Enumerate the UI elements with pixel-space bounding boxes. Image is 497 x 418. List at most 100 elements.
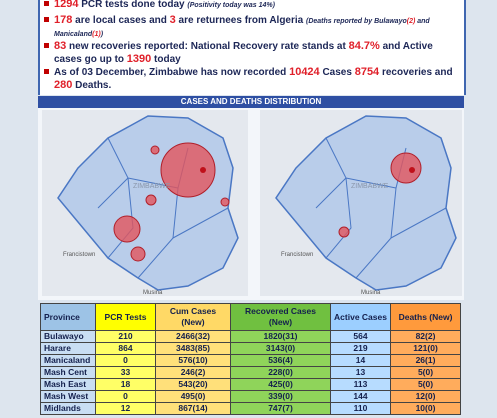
cell: 1820(31) <box>230 330 331 343</box>
cell: 3143(0) <box>230 342 331 355</box>
header-cell: Province <box>40 303 96 331</box>
bullet-text: 10424 <box>289 66 320 78</box>
cell: 867(14) <box>155 402 231 415</box>
bullet-text: are local cases and <box>72 15 170 26</box>
bubble <box>150 145 160 155</box>
cell: 18 <box>95 378 156 391</box>
bullet-text: new recoveries reported: National Recove… <box>66 41 349 52</box>
cell: 0 <box>95 390 156 403</box>
bubble <box>160 142 216 198</box>
bubble <box>390 152 422 184</box>
bullet-text: and Manicaland <box>54 18 430 38</box>
cell: 576(10) <box>155 354 231 367</box>
summary-box: 1294 PCR tests done today (Positivity to… <box>38 0 466 95</box>
cell: 0 <box>95 354 156 367</box>
bullet-text: 1390 <box>126 53 152 65</box>
bullet-text: 3 <box>169 14 176 26</box>
cell: 10(0) <box>390 402 461 415</box>
bullet-text: (1) <box>92 31 101 38</box>
bullet-text: Deaths. <box>72 80 112 91</box>
province-table: Province PCR Tests Cum Cases (New) Recovere… <box>40 303 461 415</box>
cell: 543(20) <box>155 378 231 391</box>
cell: Mash East <box>40 378 96 391</box>
cell: 5(0) <box>390 366 461 379</box>
cell: 33 <box>95 366 156 379</box>
bullet-text: 8754 <box>354 66 380 78</box>
cell: 12 <box>95 402 156 415</box>
cell: 3483(85) <box>155 342 231 355</box>
cell: 536(4) <box>230 354 331 367</box>
header-cell: Recovered Cases (New) <box>230 303 331 331</box>
bullet-text: (Deaths reported by Bulawayo <box>306 18 407 25</box>
maps: ZIMBABWE Francistown Musina ZIMBABWE Fra… <box>38 108 464 300</box>
row: Harare 864 3483(85) 3143(0) 219 121(0) <box>40 342 461 355</box>
cell: 5(0) <box>390 378 461 391</box>
header-cell: Cum Cases (New) <box>155 303 231 331</box>
section-title: CASES AND DEATHS DISTRIBUTION <box>38 96 464 108</box>
map-label: ZIMBABWE <box>133 183 171 190</box>
bubble <box>409 167 415 173</box>
row: Manicaland 0 576(10) 536(4) 14 26(1) <box>40 354 461 367</box>
bubble <box>145 194 157 206</box>
cell: 228(0) <box>230 366 331 379</box>
bullet-text: today <box>151 54 181 65</box>
map-right: ZIMBABWE Francistown Musina <box>260 110 462 296</box>
bullet-text: 280 <box>54 79 73 91</box>
bullet: 83 new recoveries reported: National Rec… <box>44 40 454 66</box>
cell: 339(0) <box>230 390 331 403</box>
map-label: Musina <box>361 290 381 296</box>
bullet: As of 03 December, Zimbabwe has now reco… <box>44 66 454 92</box>
bullet: 1294 PCR tests done today (Positivity to… <box>44 0 454 12</box>
bullet-text: recoveries and <box>379 67 453 78</box>
cell: Mash Cent <box>40 366 96 379</box>
bubble <box>130 246 146 262</box>
bullet-text: Cases <box>319 67 355 78</box>
cell: Bulawayo <box>40 330 96 343</box>
map-left: ZIMBABWE Francistown Musina <box>42 110 248 296</box>
cell: 495(0) <box>155 390 231 403</box>
cell: 219 <box>330 342 391 355</box>
cell: 13 <box>330 366 391 379</box>
cell: 564 <box>330 330 391 343</box>
map-label: Francistown <box>281 252 313 258</box>
cell: 12(0) <box>390 390 461 403</box>
bullet-text: and Active cases go up to <box>54 41 433 65</box>
cell: Manicaland <box>40 354 96 367</box>
map-label: Musina <box>143 290 163 296</box>
cell: 246(2) <box>155 366 231 379</box>
province-borders <box>315 137 447 279</box>
bubble <box>338 226 350 238</box>
row: Midlands 12 867(14) 747(7) 110 10(0) <box>40 402 461 415</box>
bullet-text: (2) <box>406 18 416 25</box>
map-label: Francistown <box>63 252 95 258</box>
bullet-text: (Positivity today was 14%) <box>187 2 275 9</box>
bullet-text: 178 <box>54 14 73 26</box>
cell: Midlands <box>40 402 96 415</box>
bullet-text: 83 <box>54 40 67 52</box>
cell: 864 <box>95 342 156 355</box>
header-row: Province PCR Tests Cum Cases (New) Recovere… <box>40 303 461 331</box>
bubble <box>200 167 206 173</box>
cell: 14 <box>330 354 391 367</box>
cell: 110 <box>330 402 391 415</box>
cell: 747(7) <box>230 402 331 415</box>
bullet-text: PCR tests done today <box>78 0 188 10</box>
map-label: ZIMBABWE <box>351 183 389 190</box>
cell: 210 <box>95 330 156 343</box>
row: Mash East 18 543(20) 425(0) 113 5(0) <box>40 378 461 391</box>
row: Mash West 0 495(0) 339(0) 144 12(0) <box>40 390 461 403</box>
header-cell: PCR Tests <box>95 303 156 331</box>
bullet-text: 84.7% <box>348 40 380 52</box>
row: Bulawayo 210 2466(32) 1820(31) 564 82(2) <box>40 330 461 343</box>
cell: 144 <box>330 390 391 403</box>
header-cell: Deaths (New) <box>390 303 461 331</box>
bullet: 178 are local cases and 3 are returnees … <box>44 14 454 41</box>
cell: 26(1) <box>390 354 461 367</box>
bullet-text: As of 03 December, Zimbabwe has now reco… <box>54 67 290 78</box>
bullet-text: are returnees from Algeria <box>175 15 306 26</box>
cell: Harare <box>40 342 96 355</box>
bullet-text: ) <box>100 31 104 38</box>
cell: 113 <box>330 378 391 391</box>
header-cell: Active Cases <box>330 303 391 331</box>
